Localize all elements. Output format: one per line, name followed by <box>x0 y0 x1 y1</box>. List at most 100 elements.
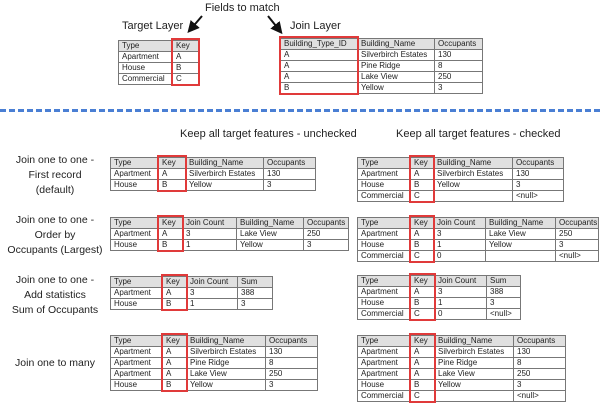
table-cell: Yellow <box>357 82 435 94</box>
column-header: Occupants <box>513 335 566 347</box>
column-header: Key <box>410 157 434 169</box>
table-row: Commercial C 0 <null> <box>357 308 521 320</box>
table-cell: 0 <box>434 308 487 320</box>
table-cell: 3 <box>303 239 349 251</box>
table-cell: House <box>110 239 159 251</box>
section-divider <box>0 109 600 112</box>
table-cell: Apartment <box>110 368 163 380</box>
row-label-first-record: Join one to one - First record (default) <box>15 154 95 196</box>
table-row: A Pine Ridge 8 <box>280 60 483 72</box>
table-cell: Apartment <box>357 228 411 240</box>
target-layer-label: Target Layer <box>122 20 184 32</box>
column-header: Type <box>110 276 163 288</box>
table-cell: Commercial <box>357 308 411 320</box>
table-cell: C <box>172 73 199 85</box>
table-header-row: Type Key Building_Name Occupants <box>110 335 318 347</box>
table-cell: 250 <box>513 368 566 380</box>
table-cell: House <box>357 179 411 191</box>
column-header: Building_Name <box>185 157 264 169</box>
arrow-icon <box>187 15 203 34</box>
table-cell: C <box>410 250 434 262</box>
table-header-row: Type Key Building_Name Occupants <box>357 335 566 347</box>
table-header-row: Type Key Building_Name Occupants <box>357 157 564 169</box>
table-cell: B <box>158 179 186 191</box>
column-header: Join Count <box>433 217 486 229</box>
table-cell: 3 <box>434 286 487 298</box>
column-header: Type <box>110 157 159 169</box>
table-cell: Yellow <box>185 179 264 191</box>
column-header: Building_Type_ID <box>280 38 358 50</box>
table-cell: Yellow <box>186 379 266 391</box>
column-header: Type <box>357 217 411 229</box>
table-cell: C <box>410 390 435 402</box>
column-header: Key <box>158 217 183 229</box>
row-label-order-by: Join one to one - Order by Occupants (Larg… <box>7 214 103 256</box>
table-cell: Yellow <box>434 379 514 391</box>
table-cell: C <box>410 190 434 202</box>
table-cell: Apartment <box>110 168 159 180</box>
table-cell: 250 <box>555 228 599 240</box>
table-cell: Lake View <box>485 228 556 240</box>
table-cell: Commercial <box>357 190 411 202</box>
table-row: Commercial C <null> <box>357 390 566 402</box>
table-cell: 3 <box>512 179 564 191</box>
table-row: House B 1 3 <box>110 298 273 310</box>
table-cell: 0 <box>433 250 486 262</box>
table-row: House B 1 Yellow 3 <box>110 239 349 251</box>
table-cell: <null> <box>512 190 564 202</box>
table-cell: 8 <box>265 357 318 369</box>
table-cell: A <box>162 346 187 358</box>
many-checked-table: Type Key Building_Name Occupants Apartment A S… <box>357 335 566 402</box>
column-header: Building_Name <box>434 335 514 347</box>
table-row: Apartment A Silverbirch Estates 130 <box>357 346 566 358</box>
table-row: Apartment A 3 Lake View 250 <box>110 228 349 240</box>
table-cell: A <box>410 168 434 180</box>
table-cell: House <box>110 179 159 191</box>
column-header: Building_Name <box>236 217 304 229</box>
table-cell: Apartment <box>357 357 411 369</box>
table-cell: 130 <box>263 168 316 180</box>
table-row: B Yellow 3 <box>280 82 483 94</box>
table-cell: Pine Ridge <box>434 357 514 369</box>
target-table: Type Key Apartment A House B Commercial C <box>118 40 199 85</box>
column-header: Join Count <box>182 217 237 229</box>
table-cell: A <box>410 368 435 380</box>
column-header: Key <box>158 157 186 169</box>
table-cell: Apartment <box>357 368 411 380</box>
table-cell: Silverbirch Estates <box>185 168 264 180</box>
table-cell: A <box>158 228 183 240</box>
table-cell: 3 <box>237 298 273 310</box>
table-cell: A <box>162 287 187 299</box>
table-row: Apartment A Lake View 250 <box>357 368 566 380</box>
table-cell: 1 <box>186 298 238 310</box>
table-cell: <null> <box>513 390 566 402</box>
table-cell: A <box>410 346 435 358</box>
table-cell: 3 <box>265 379 318 391</box>
table-cell: B <box>158 239 183 251</box>
arrows <box>187 15 283 35</box>
table-cell: A <box>162 368 187 380</box>
column-header: Occupants <box>263 157 316 169</box>
table-cell: 130 <box>512 168 564 180</box>
table-row: House B 1 Yellow 3 <box>357 239 599 251</box>
table-cell: Yellow <box>485 239 556 251</box>
column-header: Occupants <box>512 157 564 169</box>
table-cell: 130 <box>513 346 566 358</box>
table-cell: C <box>410 308 435 320</box>
column-header: Building_Name <box>186 335 266 347</box>
table-row: Apartment A 3 388 <box>357 286 521 298</box>
table-cell: Pine Ridge <box>186 357 266 369</box>
table-row: A Lake View 250 <box>280 71 483 83</box>
table-cell: A <box>410 228 434 240</box>
table-header-row: Type Key Join Count Sum <box>110 276 273 288</box>
arrow-icon <box>267 15 283 35</box>
table-cell: A <box>410 357 435 369</box>
row-label-one-to-many: Join one to many <box>15 357 95 369</box>
table-cell: 130 <box>434 49 483 61</box>
column-header: Occupants <box>434 38 483 50</box>
first-checked-table: Type Key Building_Name Occupants Apartment A S… <box>357 157 564 202</box>
table-cell: B <box>410 379 435 391</box>
table-cell: 388 <box>486 286 521 298</box>
section-unchecked-title: Keep all target features - unchecked <box>180 128 357 140</box>
table-header-row: Type Key Building_Name Occupants <box>110 157 316 169</box>
